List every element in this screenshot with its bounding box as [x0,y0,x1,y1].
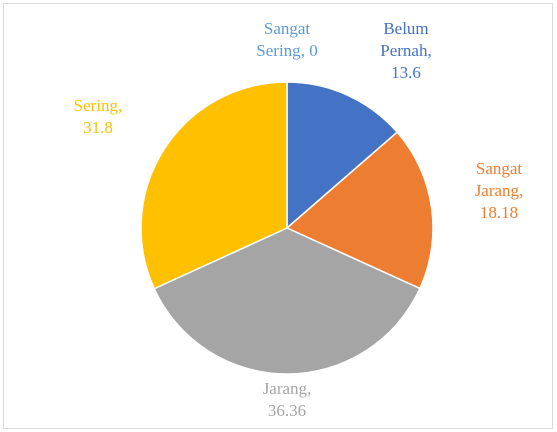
data-label: Sangat Jarang, 18.18 [474,159,524,222]
label-value: 0 [309,41,318,60]
data-label: Sering, 31.8 [73,96,123,137]
pie-slice [153,227,421,375]
label-category: Sangat Sering [256,19,311,60]
label-category: Jarang [262,379,308,398]
label-value: 13.6 [391,63,421,82]
data-label: Belum Pernah, 13.6 [380,19,432,82]
pie-slice [285,131,434,290]
data-label: Jarang, 36.36 [262,379,312,420]
pie-slice [140,81,288,290]
label-category: Sangat Jarang [474,159,523,200]
data-label: Sangat Sering, 0 [256,19,318,60]
label-value: 18.18 [479,203,519,222]
label-category: Belum Pernah [380,19,429,60]
label-value: 31.8 [83,118,113,137]
chart-frame [3,3,553,429]
label-value: 36.36 [267,401,307,420]
label-category: Sering [73,96,119,115]
pie-slice [286,81,399,230]
